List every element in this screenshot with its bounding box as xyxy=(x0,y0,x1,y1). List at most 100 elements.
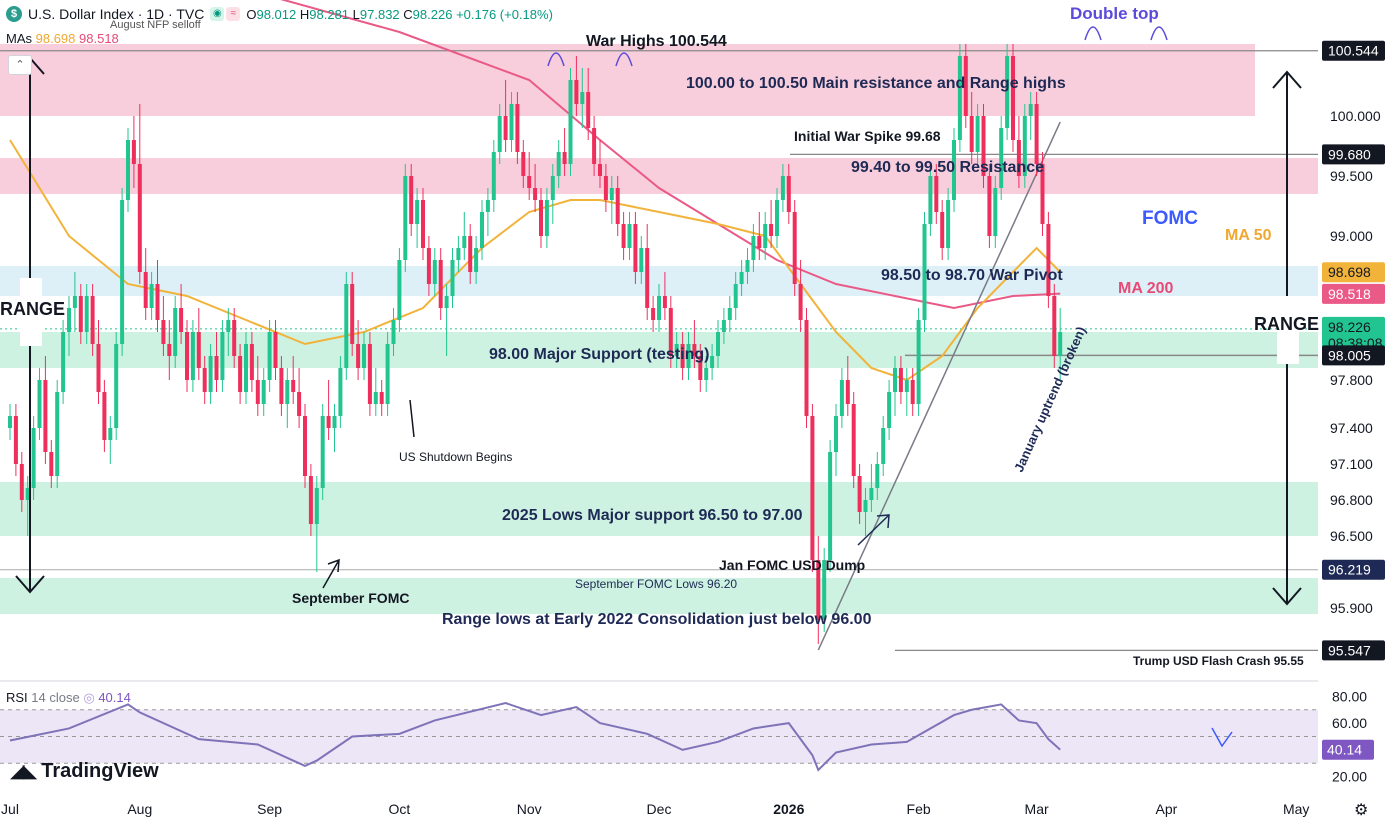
range-arrow-left-head xyxy=(15,575,45,594)
candle-body xyxy=(432,260,437,284)
candle-body xyxy=(208,356,213,392)
candle-body xyxy=(114,344,119,428)
candle-body xyxy=(957,56,962,140)
candle-body xyxy=(314,488,319,524)
x-tick-label: Oct xyxy=(389,801,411,817)
candle-body xyxy=(155,284,160,320)
candle-body xyxy=(474,248,479,272)
candle-body xyxy=(851,404,856,476)
symbol-title[interactable]: U.S. Dollar Index · 1D · TVC xyxy=(28,6,205,22)
y-tick-label: 97.100 xyxy=(1330,456,1373,472)
price-label-bg xyxy=(1322,316,1385,337)
top-arc xyxy=(1150,26,1168,41)
candle-body xyxy=(592,128,597,164)
candle-body xyxy=(875,464,880,488)
candle-body xyxy=(940,212,945,248)
wave-icon[interactable]: ≈ xyxy=(226,7,241,21)
y-tick-label: 100.000 xyxy=(1330,108,1381,124)
candle-body xyxy=(362,344,366,368)
candle-body xyxy=(31,428,36,488)
candle-body xyxy=(857,476,862,512)
candle-body xyxy=(928,176,933,224)
candle-body xyxy=(603,176,608,200)
indicator-pill[interactable]: ◉ ≈ xyxy=(210,7,241,21)
candle-body xyxy=(627,224,632,248)
candle-body xyxy=(509,104,514,140)
candle-body xyxy=(881,428,886,464)
initial-war-spike-label: Initial War Spike 99.68 xyxy=(794,128,941,144)
collapse-chevron-icon[interactable]: ⌃ xyxy=(8,55,32,75)
candle-body xyxy=(226,320,231,332)
candle-body xyxy=(120,200,125,344)
price-label: 98.226 xyxy=(1328,319,1371,335)
september-fomc-label: September FOMC xyxy=(292,590,409,606)
candle-body xyxy=(863,500,868,512)
price-label-bg xyxy=(1322,283,1385,304)
settings-gear-icon[interactable]: ⚙ xyxy=(1354,802,1368,819)
x-tick-label: Jul xyxy=(1,801,19,817)
candle-body xyxy=(798,284,803,320)
y-tick-label: 96.800 xyxy=(1330,492,1373,508)
rsi-legend[interactable]: RSI 14 close ◎ 40.14 xyxy=(6,690,131,705)
candle-body xyxy=(373,392,378,404)
candle-body xyxy=(350,284,355,344)
candle-body xyxy=(90,296,95,344)
candle-body xyxy=(1046,224,1051,296)
candle-body xyxy=(255,380,260,404)
candle-body xyxy=(780,176,785,200)
candle-body xyxy=(308,476,313,524)
candle-body xyxy=(692,344,697,356)
sept-fomc-arrow xyxy=(322,559,340,589)
candle-body xyxy=(126,140,130,200)
rsi-tick-label: 20.00 xyxy=(1332,769,1367,785)
rsi-tick-label: 60.00 xyxy=(1332,715,1367,731)
candle-body xyxy=(185,332,189,380)
august-nfp-label: August NFP selloff xyxy=(110,19,201,31)
candle-body xyxy=(698,356,703,380)
ma50-line xyxy=(9,139,1061,382)
moving-averages-legend[interactable]: MAs 98.698 98.518 xyxy=(6,31,119,46)
candle-body xyxy=(108,428,113,440)
candle-body xyxy=(562,152,567,164)
candle-body xyxy=(786,176,791,212)
candle-body xyxy=(609,188,614,200)
candle-body xyxy=(267,332,272,380)
candle-body xyxy=(249,344,254,380)
candle-body xyxy=(869,488,874,500)
candle-body xyxy=(61,332,66,392)
candle-body xyxy=(539,200,543,236)
candle-body xyxy=(43,380,48,452)
candle-body xyxy=(710,356,715,368)
candle-body xyxy=(828,452,833,560)
candle-body xyxy=(910,380,915,404)
candle-body xyxy=(78,296,83,332)
candle-body xyxy=(13,416,18,464)
trump-crash-label: Trump USD Flash Crash 95.55 xyxy=(1133,654,1304,668)
candle-body xyxy=(680,344,685,368)
candle-body xyxy=(332,416,337,428)
candle-body xyxy=(391,320,396,344)
candle-body xyxy=(202,368,207,392)
candle-body xyxy=(84,296,89,332)
candle-body xyxy=(385,344,390,404)
price-label: 99.680 xyxy=(1328,146,1371,162)
candle-body xyxy=(946,200,951,248)
candle-body xyxy=(303,416,307,476)
candle-body xyxy=(999,128,1004,188)
candle-body xyxy=(804,320,809,416)
range-arrow-right-head xyxy=(1272,70,1302,89)
candle-body xyxy=(834,416,838,452)
y-tick-label: 95.900 xyxy=(1330,600,1373,616)
candle-body xyxy=(438,260,443,308)
price-label-bg xyxy=(1322,640,1385,661)
eye-icon[interactable]: ◉ xyxy=(210,7,225,21)
2025-lows-label: 2025 Lows Major support 96.50 to 97.00 xyxy=(502,507,803,524)
candle-body xyxy=(190,332,195,380)
major-support-label: 98.00 Major Support (testing) xyxy=(489,346,709,363)
x-tick-label: 2026 xyxy=(773,801,804,817)
rsi-line xyxy=(9,702,1061,772)
candle-body xyxy=(462,236,467,248)
candle-body xyxy=(544,200,549,236)
candle-body xyxy=(72,296,77,308)
